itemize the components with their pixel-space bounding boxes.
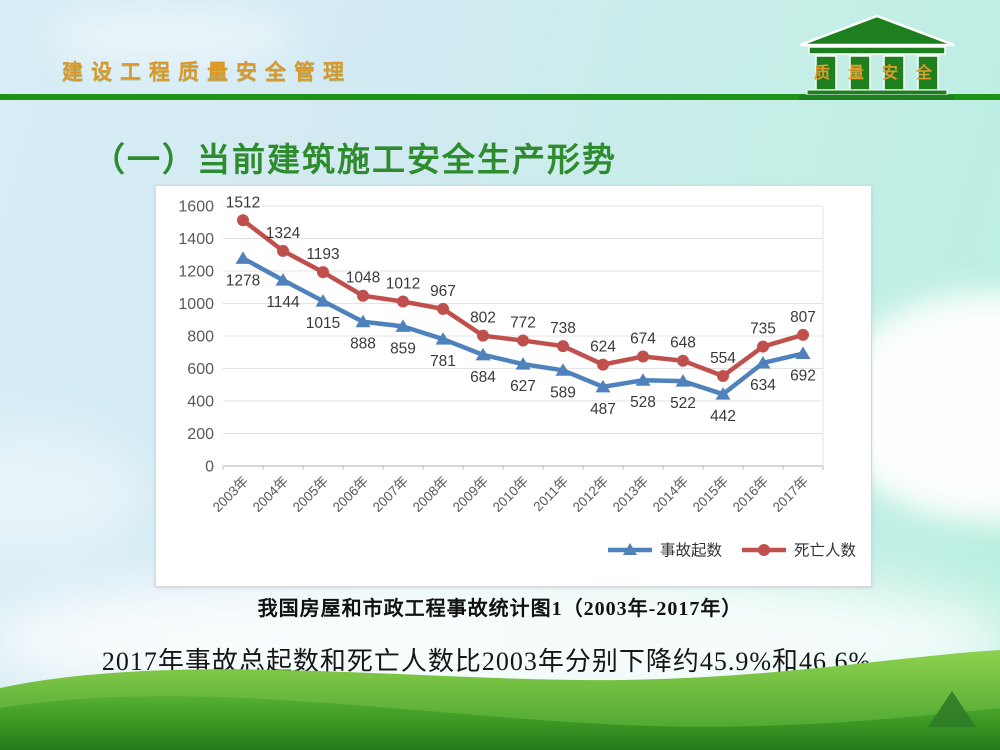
svg-text:648: 648 <box>670 335 696 352</box>
svg-text:967: 967 <box>430 283 456 300</box>
svg-text:624: 624 <box>590 339 616 356</box>
svg-text:2008年: 2008年 <box>410 474 451 515</box>
svg-text:487: 487 <box>590 401 616 418</box>
svg-text:807: 807 <box>790 309 816 326</box>
svg-text:1048: 1048 <box>346 270 380 287</box>
svg-text:2011年: 2011年 <box>530 474 571 515</box>
temple-pediment <box>799 14 955 47</box>
svg-text:772: 772 <box>510 315 536 332</box>
temple-logo: 质量安全 <box>799 14 955 100</box>
svg-text:802: 802 <box>470 310 496 327</box>
chart-panel: 0 200 400 600 800 1000 1200 1400 1600 2003年 2004年 2… <box>155 185 872 587</box>
svg-text:888: 888 <box>350 336 376 353</box>
svg-text:692: 692 <box>790 368 816 385</box>
svg-text:事故起数: 事故起数 <box>660 542 723 560</box>
svg-text:674: 674 <box>630 330 656 347</box>
svg-text:2013年: 2013年 <box>610 474 651 515</box>
svg-text:589: 589 <box>550 384 576 401</box>
chart-caption: 我国房屋和市政工程事故统计图1（2003年-2017年） <box>257 598 743 620</box>
temple-base <box>799 95 955 100</box>
temple-base <box>806 89 948 96</box>
svg-text:2007年: 2007年 <box>370 474 411 515</box>
svg-text:859: 859 <box>390 340 416 357</box>
series-事故起数 <box>235 251 811 400</box>
svg-text:2017年: 2017年 <box>770 474 811 515</box>
grass-front-hill <box>0 696 1000 750</box>
triangle-decoration <box>928 691 976 727</box>
grass-hills <box>0 650 1000 750</box>
svg-text:1144: 1144 <box>266 294 300 311</box>
chart-legend: 事故起数 死亡人数 <box>608 542 857 560</box>
series-死亡人数 <box>237 214 809 382</box>
x-axis-labels: 2003年2004年2005年2006年2007年2008年2009年2010年… <box>210 474 811 515</box>
svg-text:1600: 1600 <box>178 199 214 216</box>
svg-text:781: 781 <box>430 353 456 370</box>
svg-text:1012: 1012 <box>386 276 420 293</box>
temple-logo-label: 质量安全 <box>814 63 950 82</box>
svg-text:2016年: 2016年 <box>730 474 771 515</box>
svg-text:2005年: 2005年 <box>290 474 331 515</box>
svg-text:2004年: 2004年 <box>250 474 291 515</box>
svg-text:627: 627 <box>510 378 536 395</box>
line-chart: 020040060080010001200140016002003年2004年2… <box>178 194 857 560</box>
x-axis <box>222 465 824 470</box>
svg-text:600: 600 <box>187 361 214 378</box>
cloud <box>0 430 150 560</box>
svg-text:2003年: 2003年 <box>210 474 251 515</box>
svg-text:0: 0 <box>205 459 214 476</box>
svg-text:634: 634 <box>750 377 776 394</box>
header-divider-line <box>0 94 1000 100</box>
header-title: 建设工程质量安全管理 <box>62 61 352 84</box>
svg-text:1400: 1400 <box>178 231 214 248</box>
svg-text:800: 800 <box>187 329 214 346</box>
svg-text:1015: 1015 <box>306 315 340 332</box>
svg-text:2015年: 2015年 <box>690 474 731 515</box>
svg-text:1278: 1278 <box>226 272 260 289</box>
svg-text:1200: 1200 <box>178 264 214 281</box>
svg-text:2012年: 2012年 <box>570 474 611 515</box>
svg-text:528: 528 <box>630 394 656 411</box>
svg-text:200: 200 <box>187 426 214 443</box>
data-labels-事故起数: 1278 1144 1015 888 859 781 684 627 589 487 528 522 4… <box>226 272 816 425</box>
svg-text:2006年: 2006年 <box>330 474 371 515</box>
svg-text:死亡人数: 死亡人数 <box>794 542 857 560</box>
data-labels-死亡人数: 1512 1324 1193 1048 1012 967 802 772 738 624 674 64… <box>226 194 816 367</box>
page-title: （一）当前建筑施工安全生产形势 <box>92 143 617 179</box>
svg-text:554: 554 <box>710 350 736 367</box>
svg-text:2014年: 2014年 <box>650 474 691 515</box>
svg-text:1193: 1193 <box>306 246 339 263</box>
svg-text:1000: 1000 <box>178 296 214 313</box>
svg-text:2009年: 2009年 <box>450 474 491 515</box>
y-axis-labels: 0 200 400 600 800 1000 1200 1400 1600 <box>178 199 214 476</box>
svg-text:522: 522 <box>670 395 696 412</box>
svg-text:684: 684 <box>470 369 496 386</box>
svg-text:2010年: 2010年 <box>490 474 531 515</box>
svg-text:735: 735 <box>750 321 776 338</box>
svg-text:1324: 1324 <box>266 225 301 242</box>
svg-text:738: 738 <box>550 320 576 337</box>
svg-text:1512: 1512 <box>226 194 260 211</box>
svg-text:442: 442 <box>710 408 736 425</box>
svg-text:400: 400 <box>187 394 214 411</box>
temple-architrave <box>808 46 946 55</box>
